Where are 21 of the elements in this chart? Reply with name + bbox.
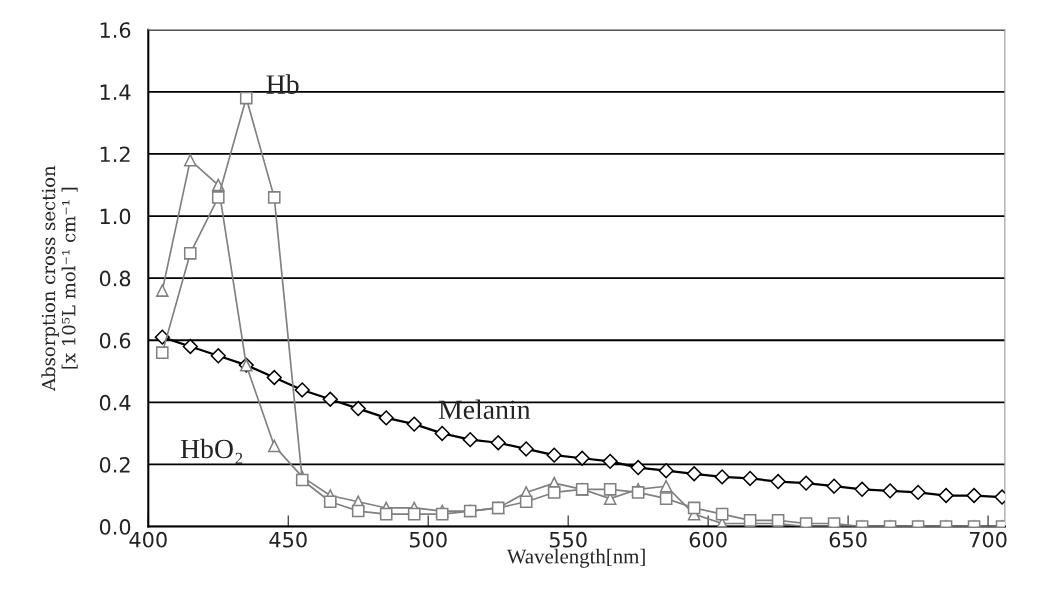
x-tick-label: 500 [409, 531, 447, 548]
y-tick-label: 0.2 [99, 456, 130, 473]
series-label: Melanin [438, 399, 531, 420]
y-tick-label: 0.0 [99, 519, 131, 535]
x-tick-label: 400 [129, 531, 167, 548]
y-tick-label: 1.6 [100, 22, 131, 38]
x-axis-title: Wavelength[nm] [506, 548, 645, 568]
y-tick-label: 1.0 [100, 208, 131, 225]
y-tick-label: 1.2 [100, 146, 130, 162]
y-tick-label: 0.4 [99, 394, 131, 411]
y-tick-label: 0.8 [99, 270, 131, 287]
x-tick-label: 650 [829, 531, 867, 548]
y-axis-title: Absorption cross section [x 10⁵L mol⁻¹ cm⁻¹ ] [41, 165, 78, 392]
x-tick-label: 700 [969, 531, 1007, 548]
x-tick-label: 450 [269, 531, 307, 548]
y-tick-label: 0.6 [99, 332, 131, 349]
x-tick-label: 550 [549, 531, 587, 548]
series-label: HbO₂ [180, 438, 243, 464]
x-tick-label: 600 [689, 531, 727, 548]
y-tick-label: 1.4 [100, 84, 131, 100]
series-label: Hb [266, 74, 299, 94]
